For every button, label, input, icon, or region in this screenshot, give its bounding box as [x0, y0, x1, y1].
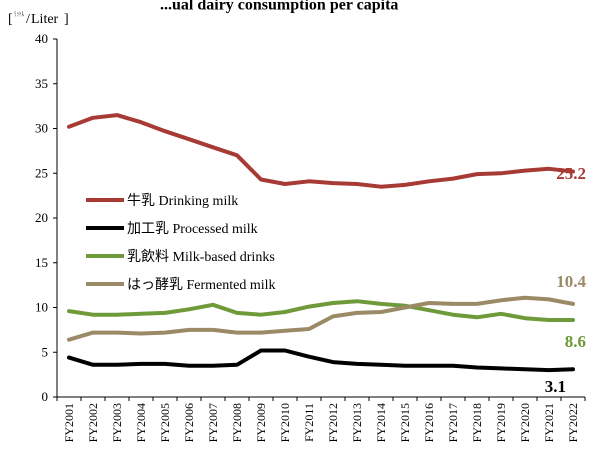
x-tick-label: FY2005: [158, 403, 172, 442]
series-line-0: [67, 113, 575, 189]
y-tick-label: 15: [35, 255, 48, 270]
y-tick-label: 5: [42, 344, 49, 359]
x-tick-label: FY2006: [182, 403, 196, 442]
x-tick-label: FY2008: [230, 403, 244, 442]
x-tick-label: FY2014: [374, 403, 388, 442]
legend-label-1: 加工乳 Processed milk: [127, 221, 258, 237]
x-tick-label: FY2009: [254, 403, 268, 442]
y-unit-prefix: リットル: [14, 10, 24, 18]
x-tick-label: FY2021: [542, 403, 556, 442]
y-tick-label: 30: [35, 121, 48, 136]
legend-label-3: はっ酵乳 Fermented milk: [127, 277, 276, 293]
svg-text:[: [: [8, 12, 13, 27]
x-tick-label: FY2017: [446, 403, 460, 442]
x-tick-label: FY2013: [350, 403, 364, 442]
x-tick-label: FY2015: [398, 403, 412, 442]
y-tick-label: 35: [35, 76, 48, 91]
series-line-1: [67, 348, 575, 373]
x-tick-label: FY2016: [422, 403, 436, 442]
x-tick-label: FY2004: [134, 403, 148, 442]
y-tick-label: 25: [35, 165, 48, 180]
x-tick-label: FY2002: [86, 403, 100, 442]
svg-text:/: /: [26, 12, 30, 27]
y-unit: Liter: [31, 12, 59, 27]
legend-label-2: 乳飲料 Milk-based drinks: [127, 249, 275, 265]
y-tick-label: 0: [42, 389, 49, 404]
x-tick-label: FY2020: [518, 403, 532, 442]
x-tick-label: FY2019: [494, 403, 508, 442]
x-tick-label: FY2001: [62, 403, 76, 442]
legend-label-0: 牛乳 Drinking milk: [127, 193, 238, 209]
x-tick-label: FY2022: [566, 403, 580, 442]
y-axis-unit-label: [ リットル / Liter ]: [8, 10, 69, 27]
x-tick-label: FY2010: [278, 403, 292, 442]
x-tick-label: FY2018: [470, 403, 484, 442]
end-value-label-0: 25.2: [556, 164, 586, 183]
x-tick-label: FY2007: [206, 403, 220, 442]
x-tick-label: FY2011: [302, 403, 316, 442]
end-value-label-2: 8.6: [565, 332, 586, 351]
series-line-2: [67, 299, 575, 322]
y-tick-label: 40: [35, 31, 48, 46]
svg-text:]: ]: [64, 12, 69, 27]
y-tick-label: 20: [35, 210, 48, 225]
x-tick-label: FY2003: [110, 403, 124, 442]
series-line-3: [67, 295, 575, 342]
chart-title: ...ual dairy consumption per capita: [160, 0, 398, 13]
end-value-label-3: 10.4: [556, 272, 586, 291]
y-tick-label: 10: [35, 300, 48, 315]
end-value-label-1: 3.1: [545, 377, 566, 396]
x-tick-label: FY2012: [326, 403, 340, 442]
